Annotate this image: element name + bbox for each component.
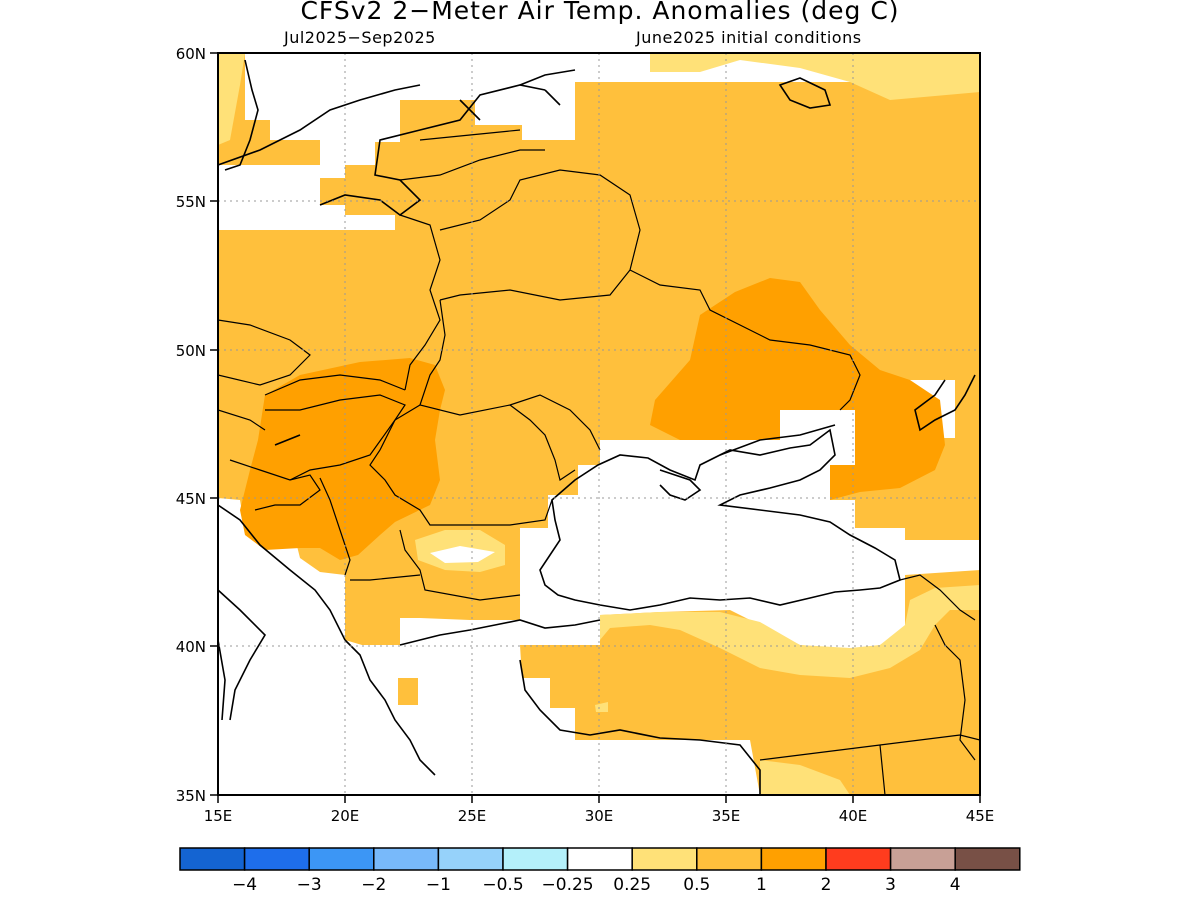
colorbar-swatch <box>179 847 246 871</box>
lon-label: 20E <box>331 807 360 825</box>
border-baltics <box>399 129 545 181</box>
black-sea-coast <box>539 428 901 611</box>
lat-labels: 60N 55N 50N 45N 40N 35N <box>176 45 206 805</box>
border-ukraine-south <box>419 299 601 451</box>
colorbar-label: 0.25 <box>613 875 651 895</box>
sweden-coast <box>224 59 259 171</box>
colorbar-label: −1 <box>426 875 451 895</box>
no-signal-baltic <box>245 53 650 178</box>
colorbar-swatch <box>631 847 698 871</box>
anomaly-region-0.25-0.5-greece <box>595 702 608 712</box>
colorbar: −4 −3 −2 −1 −0.5 −0.25 0.25 0.5 1 2 3 4 <box>179 847 1021 895</box>
anomaly-region-0.25-0.5-top <box>650 53 980 100</box>
anomaly-region-1-2-east <box>650 278 945 500</box>
anomaly-region-0.25-0.5-se <box>760 760 850 795</box>
colorbar-swatch <box>696 847 763 871</box>
border-syria-iraq <box>759 734 980 795</box>
lat-label: 50N <box>176 342 206 360</box>
lon-label: 35E <box>712 807 741 825</box>
colorbar-label: 3 <box>885 875 896 895</box>
lon-label: 25E <box>458 807 487 825</box>
border-hungary-slovakia <box>264 374 406 481</box>
border-slovenia-croatia <box>229 459 321 511</box>
anomaly-region-0.5-1-greece-west <box>398 678 418 705</box>
turkey-coast <box>519 659 761 795</box>
lon-labels: 15E 20E 25E 30E 35E 40E 45E <box>204 807 995 825</box>
anomaly-region-0.5-1-anatolia <box>520 570 980 795</box>
border-belarus <box>439 169 641 301</box>
colorbar-label: −3 <box>297 875 322 895</box>
colorbar-label: −4 <box>232 875 257 895</box>
greece-coast <box>344 619 601 776</box>
colorbar-swatch <box>308 847 375 871</box>
lat-label: 45N <box>176 490 206 508</box>
initial-conditions: June2025 initial conditions <box>636 28 862 47</box>
colorbar-swatch <box>825 847 892 871</box>
gridlines <box>218 53 980 795</box>
colorbar-label: 2 <box>821 875 832 895</box>
colorbar-swatch <box>437 847 504 871</box>
lat-label: 35N <box>176 787 206 805</box>
colorbar-label: 1 <box>756 875 767 895</box>
colorbar-swatch <box>373 847 440 871</box>
border-poland-east <box>399 214 441 391</box>
no-signal-caucasus <box>905 540 980 568</box>
no-signal-balkan-core <box>430 546 495 563</box>
adriatic-coast <box>218 504 346 721</box>
forecast-period: Jul2025−Sep2025 <box>284 28 436 47</box>
gulf-of-finland <box>519 69 576 106</box>
caspian-coast <box>914 374 976 432</box>
anomaly-region-0.25-0.5-anatolia-n <box>600 585 980 678</box>
colorbar-label: 0.5 <box>683 875 710 895</box>
lon-label: 30E <box>585 807 614 825</box>
lon-label: 40E <box>839 807 868 825</box>
map-title: CFSv2 2−Meter Air Temp. Anomalies (deg C… <box>300 0 900 25</box>
colorbar-swatch <box>954 847 1021 871</box>
lon-label: 15E <box>204 807 233 825</box>
border-moldova <box>509 404 576 481</box>
colorbar-label: −0.5 <box>482 875 523 895</box>
baltic-coast <box>218 84 546 216</box>
colorbar-swatch <box>760 847 827 871</box>
border-romania <box>369 404 553 526</box>
coastlines <box>218 59 976 795</box>
border-serbia-bulgaria <box>319 477 521 601</box>
anomaly-region-1-2-west <box>240 358 445 560</box>
lon-label: 45E <box>966 807 995 825</box>
border-turkey-georgia <box>899 574 976 761</box>
colorbar-swatch <box>502 847 569 871</box>
colorbar-label: −0.25 <box>542 875 594 895</box>
border-czech-austria <box>218 319 311 431</box>
country-borders <box>218 129 980 795</box>
anomaly-region-0.25-0.5-nw <box>218 53 245 145</box>
colorbar-label: 4 <box>950 875 961 895</box>
border-ukraine-russia <box>629 269 861 411</box>
lake-balaton <box>274 434 301 446</box>
lat-label: 55N <box>176 193 206 211</box>
axis-ticks <box>210 52 981 803</box>
colorbar-label: −2 <box>361 875 386 895</box>
no-signal-poland-coast <box>218 165 395 230</box>
colorbar-swatch <box>243 847 310 871</box>
lake-ladoga <box>778 77 832 109</box>
lat-label: 40N <box>176 638 206 656</box>
lat-label: 60N <box>176 45 206 63</box>
crimea-azov <box>659 424 836 501</box>
colorbar-swatch <box>566 847 633 871</box>
colorbar-swatch <box>889 847 956 871</box>
